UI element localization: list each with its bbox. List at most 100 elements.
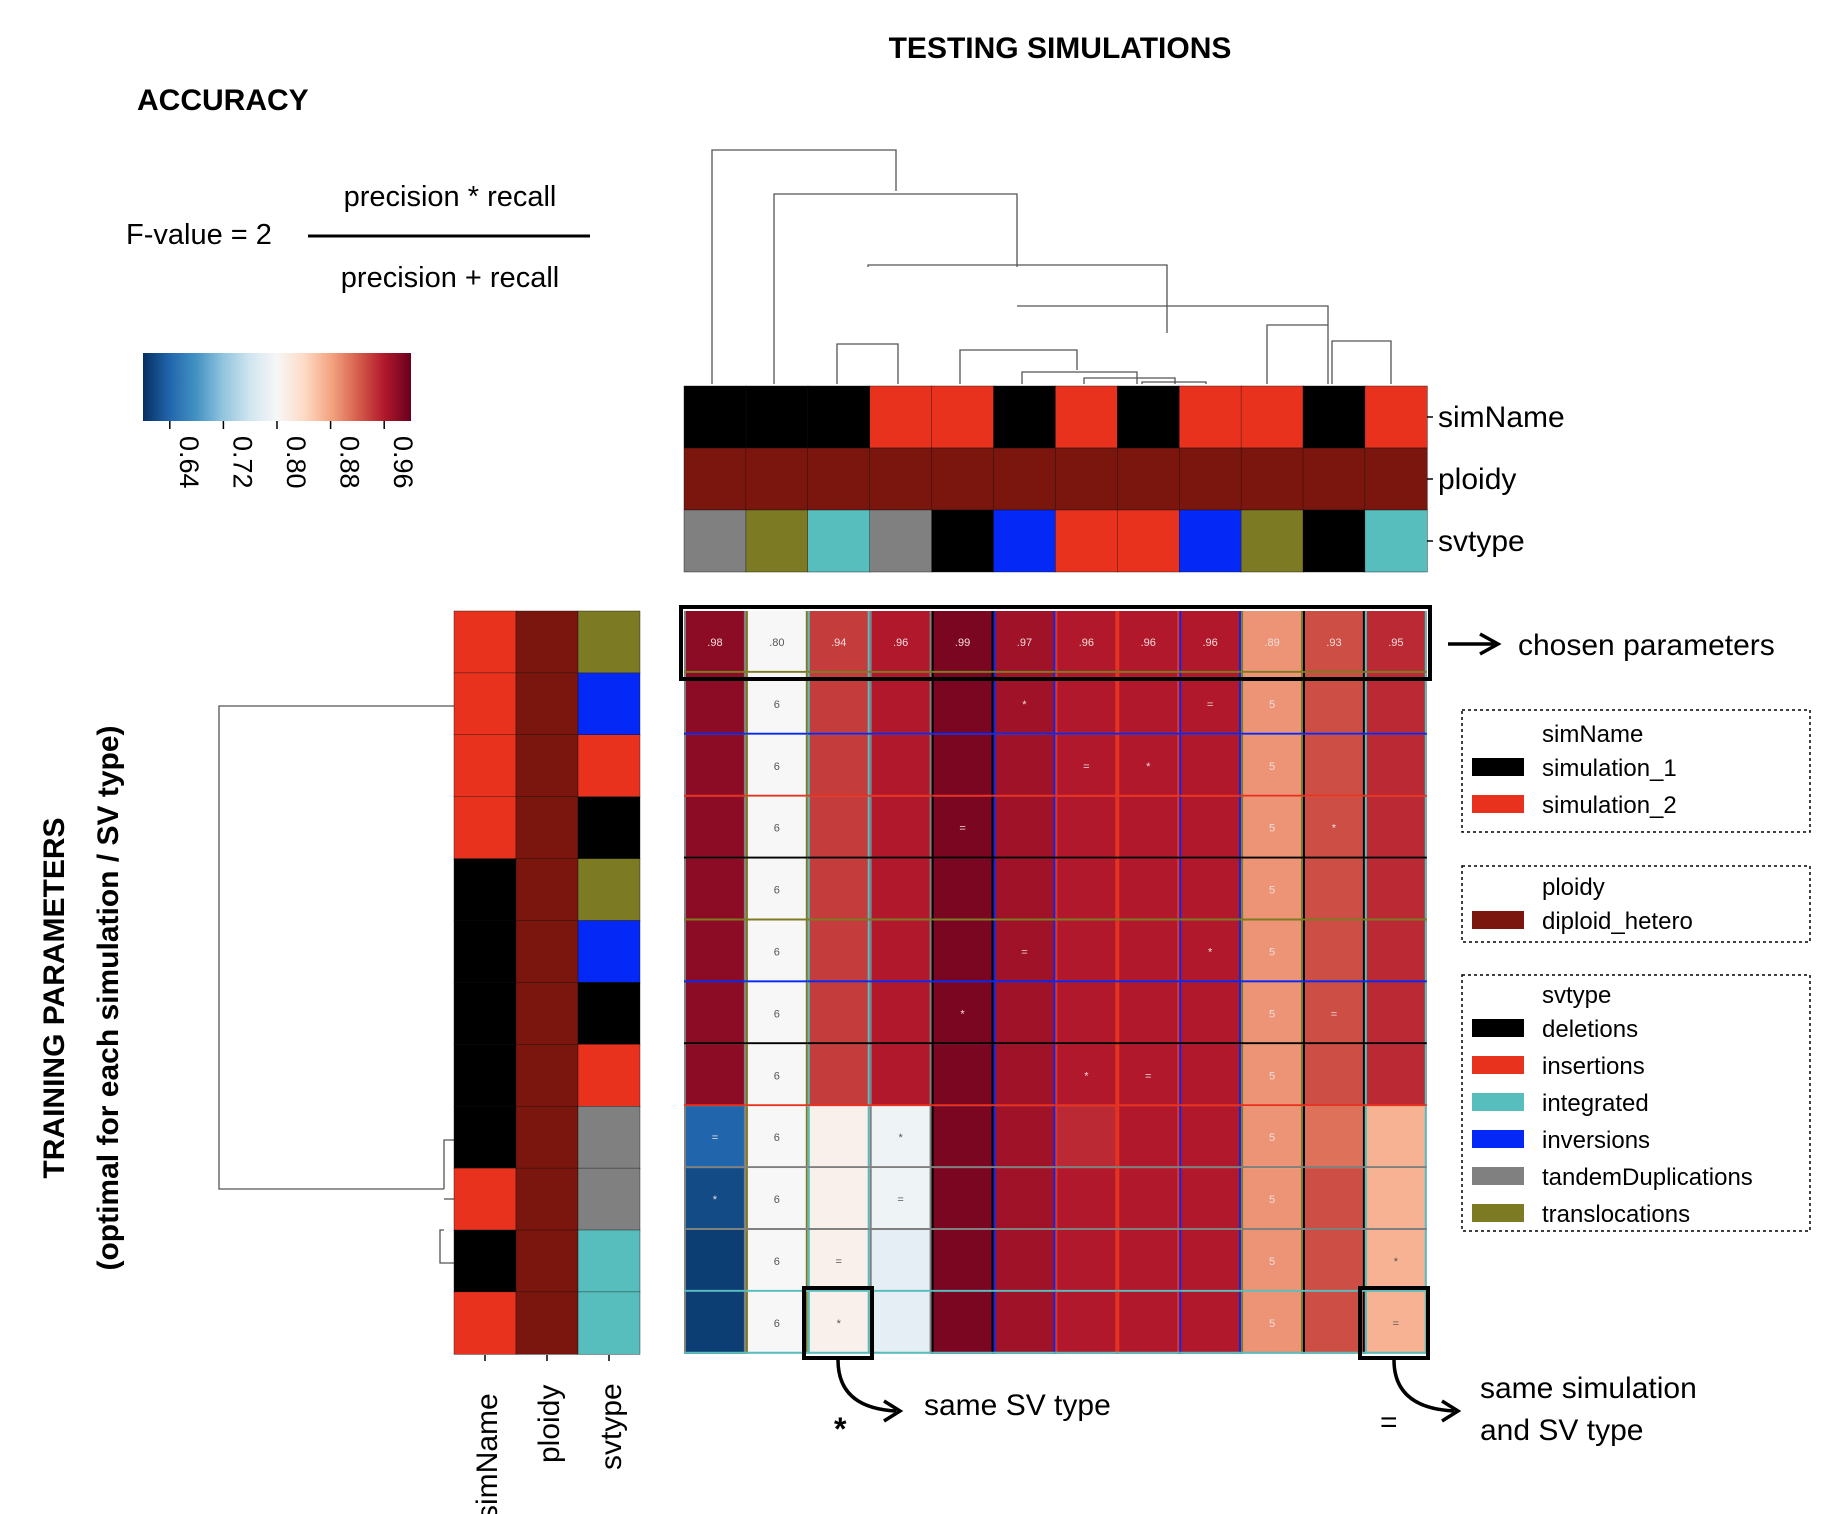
- cell-label: 5: [1269, 885, 1275, 897]
- legend-ploidy: ploidy diploid_hetero: [1461, 865, 1811, 943]
- cell-label: .96: [1079, 637, 1094, 649]
- heatmap-cell: [869, 734, 932, 797]
- heatmap-cell: [993, 1106, 1056, 1169]
- heatmap-cell: [1055, 920, 1118, 983]
- heatmap-cell: [807, 858, 870, 921]
- heatmap-cell: [869, 611, 932, 673]
- heatmap-cell: [1303, 1291, 1365, 1354]
- heatmap-cell: [1241, 982, 1303, 1045]
- row-track-cell-svtype: [577, 672, 641, 736]
- heatmap-cell: [745, 858, 808, 921]
- cell-label: .99: [955, 637, 970, 649]
- row-track-cell-svtype: [577, 1044, 641, 1108]
- cell-label: 6: [774, 761, 780, 773]
- heatmap-cell: [1179, 1230, 1242, 1292]
- col-track-cell-ploidy: [745, 447, 809, 511]
- legend-swatch: [1472, 1167, 1524, 1185]
- legend-swatch: [1472, 1019, 1524, 1037]
- heatmap-cell: [1241, 858, 1303, 921]
- heatmap-cell: [807, 796, 870, 859]
- cell-label: .95: [1388, 637, 1403, 649]
- heatmap-cell: [1055, 1044, 1118, 1107]
- row-track-cell-svtype: [577, 1167, 641, 1231]
- heatmap-cell: [1117, 1106, 1180, 1169]
- heatmap-cell: [1364, 611, 1427, 673]
- heatmap-cell: [1241, 920, 1303, 983]
- row-track-cell-ploidy: [515, 1291, 579, 1355]
- heatmap-cell: [1179, 734, 1242, 797]
- heatmap-cell: [1241, 672, 1303, 735]
- colorbar-tick-label: 0.88: [335, 436, 365, 489]
- heatmap-cell: [745, 982, 808, 1045]
- heatmap-cell: [1179, 858, 1242, 921]
- row-track-cell-simName: [453, 610, 517, 674]
- heatmap-cell: [684, 858, 746, 921]
- legend-swatch: [1472, 1130, 1524, 1148]
- cell-label: =: [1331, 1008, 1337, 1020]
- heatmap-cell: [931, 1168, 994, 1230]
- legend-label: simulation_1: [1542, 755, 1677, 782]
- row-track-ticks: [484, 1355, 610, 1361]
- heatmap-cell: [1303, 611, 1365, 673]
- cell-label: .96: [1203, 637, 1218, 649]
- cell-label: 5: [1269, 946, 1275, 958]
- heatmap-cell: [745, 1106, 808, 1169]
- heatmap-cell: [745, 796, 808, 859]
- cell-label: =: [1207, 699, 1213, 711]
- heatmap-cell: [993, 1044, 1056, 1107]
- col-track-cell-simName: [1240, 385, 1304, 449]
- testing-simulations-title: TESTING SIMULATIONS: [889, 32, 1232, 65]
- row-track-cell-svtype: [577, 610, 641, 674]
- row-track-label-svtype: svtype: [595, 1383, 628, 1470]
- column-dendrogram: [711, 149, 1392, 384]
- heatmap-cell: [1055, 858, 1118, 921]
- heatmap-cell: [931, 920, 994, 983]
- heatmap-cell: [869, 1168, 932, 1230]
- cell-label: =: [1021, 946, 1027, 958]
- row-track-cell-ploidy: [515, 920, 579, 984]
- heatmap-cell: [807, 982, 870, 1045]
- heatmap-cell: [684, 920, 746, 983]
- cell-label: .98: [707, 637, 722, 649]
- col-track-cell-svtype: [807, 509, 871, 573]
- col-track-cell-ploidy: [1364, 447, 1428, 511]
- accuracy-title: ACCURACY: [137, 84, 309, 117]
- chosen-parameters-box: [679, 605, 1432, 681]
- row-track-cell-simName: [453, 920, 517, 984]
- heatmap-cell: [1117, 982, 1180, 1045]
- heatmap-cell: [1364, 920, 1427, 983]
- heatmap-cell: [931, 1291, 994, 1354]
- heatmap-cell: [1303, 1044, 1365, 1107]
- heatmap-cell: [684, 796, 746, 859]
- col-track-cell-ploidy: [683, 447, 747, 511]
- heatmap-cell: [993, 1291, 1056, 1354]
- heatmap-cell: [1241, 611, 1303, 673]
- heatmap-cell: [993, 858, 1056, 921]
- cell-label: *: [1208, 946, 1213, 958]
- cell-label: 5: [1269, 1194, 1275, 1206]
- legend-simname-frame: [1461, 709, 1811, 833]
- heatmap-cell: [869, 1230, 932, 1292]
- heatmap-cell: [807, 611, 870, 673]
- heatmap-cell: [1241, 734, 1303, 797]
- heatmap-cell: [1364, 796, 1427, 859]
- legend-label: simulation_2: [1542, 792, 1677, 819]
- cell-label: 6: [774, 1070, 780, 1082]
- heatmap-cell: [1241, 1291, 1303, 1354]
- row-track-cell-svtype: [577, 1229, 641, 1293]
- row-track-cell-svtype: [577, 982, 641, 1046]
- cell-label: =: [1083, 761, 1089, 773]
- col-track-cell-ploidy: [807, 447, 871, 511]
- heatmap-cell: [745, 611, 808, 673]
- legend-label: integrated: [1542, 1090, 1649, 1117]
- col-track-cell-svtype: [1178, 509, 1242, 573]
- heatmap-cell: [1364, 1044, 1427, 1107]
- heatmap-cell: [993, 982, 1056, 1045]
- heatmap-cell: [869, 796, 932, 859]
- heatmap-cell: [745, 1044, 808, 1107]
- heatmap-cell: [1303, 1106, 1365, 1169]
- legend-swatch: [1472, 795, 1524, 813]
- col-track-cell-simName: [1055, 385, 1119, 449]
- row-track-cell-ploidy: [515, 672, 579, 736]
- cell-label: *: [1394, 1256, 1399, 1268]
